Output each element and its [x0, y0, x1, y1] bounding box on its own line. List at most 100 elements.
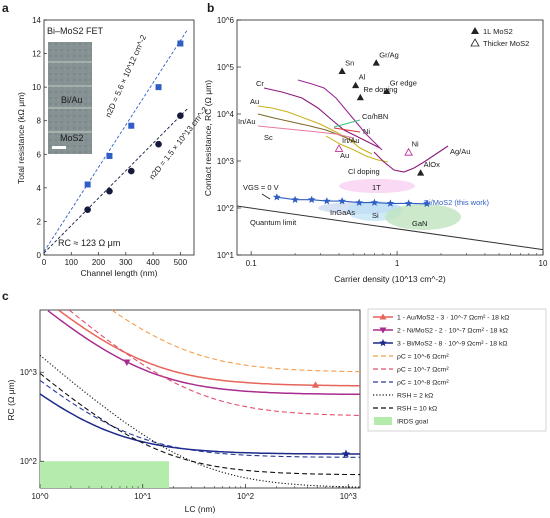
b-ytick-label: 10^4: [217, 110, 235, 119]
c-legend-marker: [379, 327, 387, 334]
c-xtick-label: 10^0: [31, 492, 49, 501]
b-bi-star: [355, 198, 363, 206]
panel-b-region-1t: [339, 179, 415, 193]
a-point-circle: [84, 206, 91, 213]
curve-in-au: [257, 113, 357, 143]
c-legend-label: 2 - Ni/MoS2 - 2 · 10^-7 Ωcm² - 18 kΩ: [397, 328, 508, 335]
a-xtick-label: 200: [92, 258, 106, 267]
arrow-ni: [333, 127, 361, 133]
panel-a-chart: 0 100 200 300 400 500 0 2 4 6 8 10 12 14 Channel leng…: [16, 16, 210, 278]
label-ni: Ni: [363, 127, 370, 136]
b-bi-star: [307, 195, 316, 203]
legend-filled-triangle: [471, 27, 479, 34]
panel-a-inset-label-bi-au: Bi/Au: [61, 95, 83, 105]
a-xtick-label: 0: [42, 258, 47, 267]
b-bi-line: [276, 196, 427, 205]
curve-cl-doping: [325, 135, 389, 163]
b-bi-star: [404, 199, 413, 207]
panel-a-series: [43, 29, 188, 254]
panel-a-inset-image: [48, 42, 92, 154]
a-xtick-label: 300: [119, 258, 133, 267]
label-ingaas: InGaAs: [330, 208, 355, 217]
b-ytick-label: 10^3: [217, 157, 235, 166]
c-curve-line: [111, 309, 360, 373]
a-fit-line: [43, 108, 188, 254]
c-legend-marker: [379, 313, 387, 320]
b-xtick-label: 10: [539, 259, 548, 268]
panel-a-annotation-blue: n2D = 5.6 × 10^12 cm^-2: [104, 33, 149, 119]
label-cr: Cr: [256, 79, 264, 88]
label-cl-doping: Cl doping: [348, 167, 380, 176]
b-point: [404, 147, 413, 156]
label-bi-mos2: Bi/MoS2 (this work): [424, 198, 490, 207]
legend-hollow-triangle: [470, 38, 480, 47]
a-point-square: [128, 122, 135, 129]
a-ytick-label: 8: [37, 117, 42, 126]
legend-1l-mos2: 1L MoS2: [483, 27, 513, 36]
b-point: [334, 144, 344, 152]
c-legend-label: 1 - Au/MoS2 - 3 · 10^-7 Ωcm² - 18 kΩ: [397, 315, 509, 322]
panel-b-chart: 0.1 1 10 10^1 10^2 10^3 10^4 10^5 10^6 Carrier d…: [203, 16, 548, 284]
panel-a-ylabel: Total resistance (kΩ μm): [16, 92, 26, 184]
a-point-square: [177, 40, 184, 47]
b-point-label: Al: [359, 73, 366, 82]
b-bi-star: [273, 193, 281, 201]
panel-a-ticks: 0 100 200 300 400 500 0 2 4 6 8 10 12 14: [32, 16, 187, 267]
b-point: [383, 87, 391, 94]
a-xtick-label: 400: [146, 258, 160, 267]
panel-b-region-gan: [385, 204, 461, 230]
panel-letter-a: a: [2, 1, 9, 15]
legend-thicker-mos2: Thicker MoS2: [483, 39, 529, 48]
a-ytick-label: 2: [37, 217, 42, 226]
panel-a-inset-label-mos2: MoS2: [60, 133, 84, 143]
b-point-label: AlOx: [424, 160, 441, 169]
arrow-vgs: [261, 193, 271, 200]
c-curve-line: [39, 393, 360, 455]
b-xtick-label: 1: [395, 259, 400, 268]
panel-a-rc-annotation: RC ≈ 123 Ω μm: [58, 238, 120, 248]
panel-c-frame: [39, 309, 361, 489]
panel-a-frame: [43, 19, 195, 256]
b-bi-star: [423, 199, 431, 207]
c-legend-label: IRDS goal: [397, 419, 428, 426]
b-xtick-label: 0.1: [246, 259, 258, 268]
panel-c-legend: 1 - Au/MoS2 - 3 · 10^-7 Ωcm² - 18 kΩ 2 - …: [367, 308, 547, 432]
label-au: Au: [250, 97, 259, 106]
label-quantum-limit: Quantum limit: [250, 218, 297, 227]
c-xtick-label: 10^2: [237, 492, 255, 501]
c-curve-line: [47, 310, 360, 396]
label-ag-au: Ag/Au: [450, 147, 470, 156]
a-point-circle: [127, 167, 135, 175]
b-ytick-label: 10^5: [217, 63, 235, 72]
c-legend-marker: [379, 339, 387, 347]
c-legend-label: RSH = 10 kΩ: [397, 406, 437, 413]
panel-c-xlabel: LC (nm): [185, 504, 216, 514]
b-point: [352, 81, 360, 89]
panel-b-xlabel: Carrier density (10^13 cm^-2): [334, 274, 446, 284]
a-point-square: [106, 152, 113, 159]
b-bi-star: [338, 197, 346, 205]
a-ytick-label: 14: [32, 16, 41, 25]
panel-c-chart: 10^0 10^1 10^2 10^3 10^2 10^3 LC (nm) RC (Ω μ…: [6, 308, 547, 514]
b-ytick-label: 10^1: [217, 251, 235, 260]
a-xtick-label: 500: [174, 258, 188, 267]
panel-c-curves: [39, 309, 360, 488]
arrow-co-hbn: [333, 119, 361, 128]
a-point-circle: [155, 140, 162, 148]
a-ytick-label: 4: [37, 184, 42, 193]
c-curve-line: [39, 379, 360, 458]
c-xtick-label: 10^1: [134, 492, 152, 501]
c-legend-swatch: [374, 417, 392, 425]
c-ytick-label: 10^3: [20, 368, 38, 377]
b-bi-star: [291, 195, 299, 203]
c-legend-label: ρC = 10^-8 Ωcm²: [397, 380, 449, 387]
b-point: [417, 169, 425, 176]
b-point-label: Gr edge: [390, 79, 417, 88]
a-point-circle: [177, 112, 184, 119]
curve-cr: [263, 87, 381, 149]
curve-sc: [257, 125, 355, 139]
b-point-label: Sn: [345, 59, 354, 68]
panel-letter-b: b: [207, 1, 214, 15]
label-gan: GaN: [412, 219, 427, 228]
b-point-label: Re doping: [363, 85, 397, 94]
